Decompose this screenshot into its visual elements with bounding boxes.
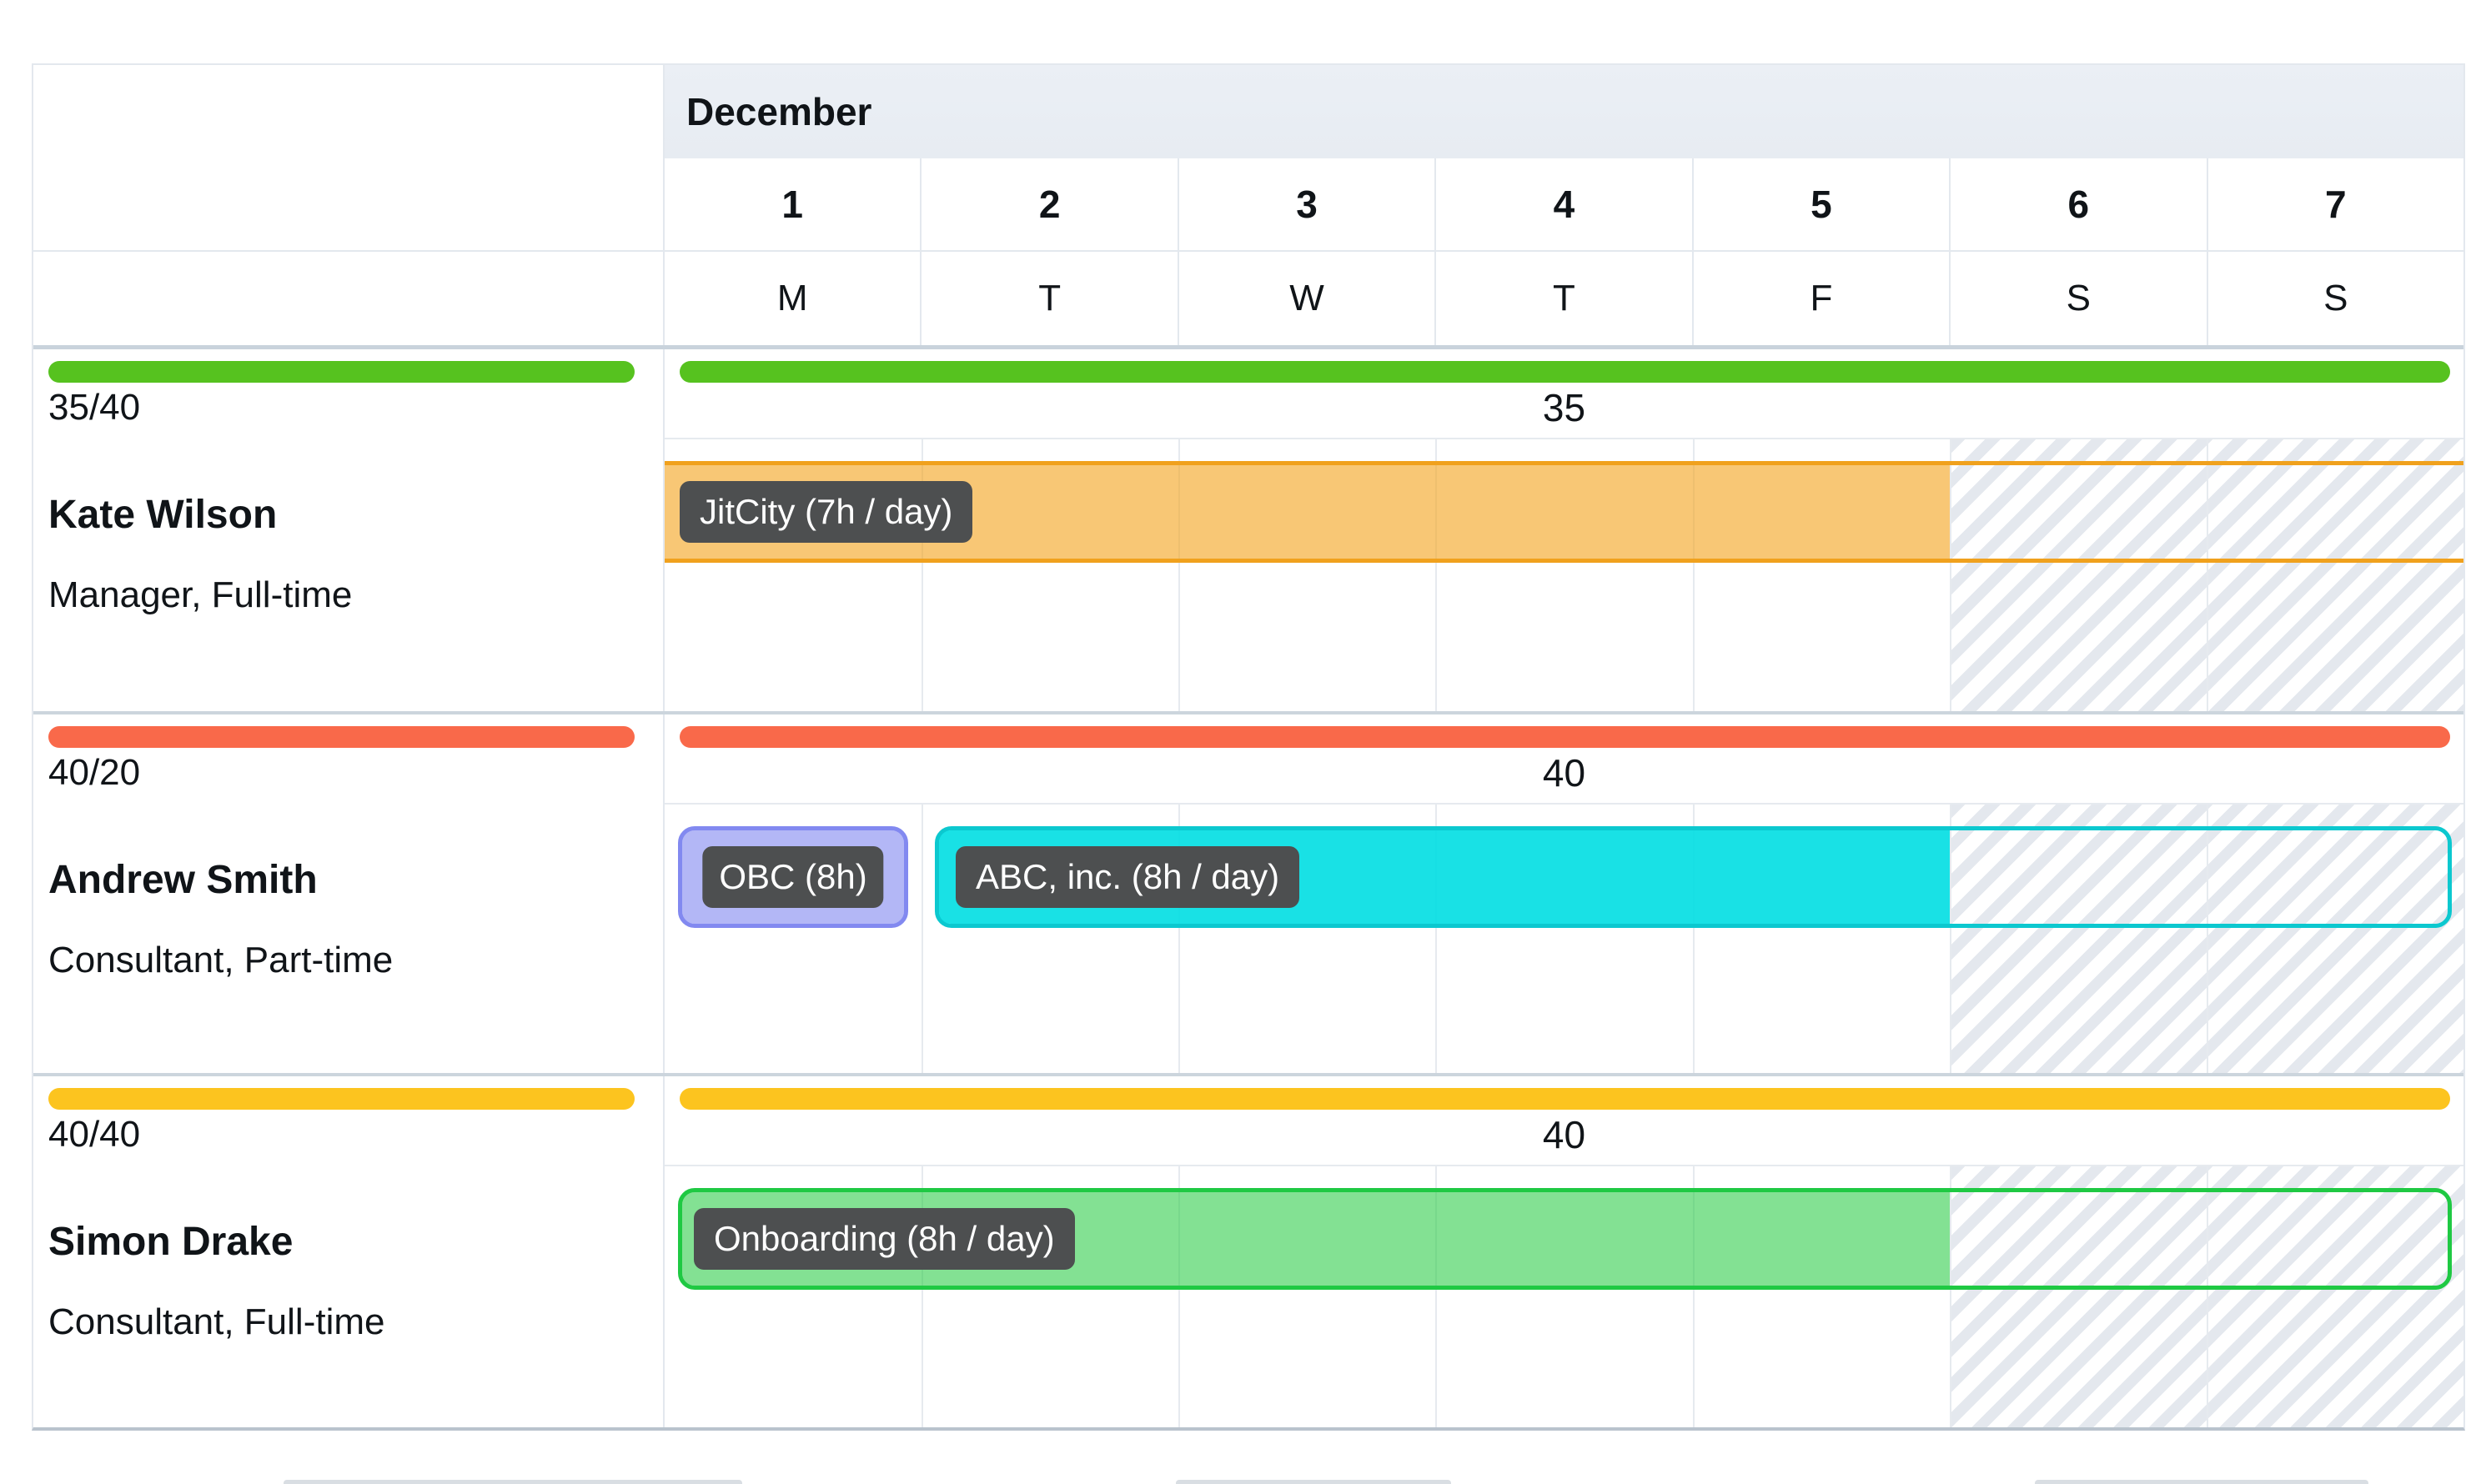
utilization-bar — [48, 1088, 635, 1110]
timeline-cell: 35 JitCity (7h / day) — [665, 349, 2463, 711]
capacity-text: 40/40 — [48, 1114, 141, 1155]
person-role: Consultant, Part-time — [48, 940, 394, 980]
day-letter-cell: M — [776, 278, 808, 318]
day-gridline — [1435, 439, 1437, 711]
utilization-bar-timeline — [680, 1088, 2450, 1110]
day-gridline — [2207, 1166, 2208, 1427]
day-number-cell: 4 — [1434, 158, 1691, 250]
task-bar-abc-inc[interactable]: ABC, inc. (8h / day) — [935, 826, 2452, 928]
month-label: December — [686, 90, 872, 133]
day-gridline — [922, 439, 923, 711]
month-header-row: December — [33, 65, 2463, 158]
timeline-cell: 40 OBC (8h) ABC, inc. (8h / day) — [665, 714, 2463, 1073]
day-gridline — [922, 805, 923, 1073]
task-label: OBC (8h) — [702, 846, 884, 908]
task-bar-onboarding[interactable]: Onboarding (8h / day) — [678, 1188, 2452, 1290]
task-label: ABC, inc. (8h / day) — [956, 846, 1300, 908]
corner-cell — [33, 158, 665, 250]
cropped-task-label-top — [1176, 1480, 1451, 1484]
day-letter-cell: T — [920, 252, 1177, 345]
day-gridline — [2207, 439, 2208, 711]
day-number-cell: 2 — [920, 158, 1177, 250]
day-number-cell: 7 — [2206, 158, 2463, 250]
day-gridline — [1950, 1166, 1951, 1427]
day-gridline — [1435, 805, 1437, 1073]
person-row-simon-drake: 40/40 Simon Drake Consultant, Full-time … — [33, 1073, 2463, 1427]
day-gridline — [1950, 439, 1951, 711]
person-role: Manager, Full-time — [48, 574, 353, 615]
person-info-cell: 35/40 Kate Wilson Manager, Full-time — [33, 349, 665, 711]
day-gridline — [2207, 805, 2208, 1073]
day-grid: OBC (8h) ABC, inc. (8h / day) — [665, 803, 2463, 1073]
task-bar-jitcity[interactable]: JitCity (7h / day) — [665, 461, 2463, 563]
day-gridline — [1178, 439, 1180, 711]
day-letter-cell: S — [1949, 252, 2206, 345]
day-letter-cell: S — [2206, 252, 2463, 345]
scheduled-hours: 40 — [1542, 1113, 1586, 1156]
day-gridline — [922, 1166, 923, 1427]
day-gridline — [1950, 805, 1951, 1073]
utilization-bar-timeline — [680, 361, 2450, 383]
capacity-text: 40/20 — [48, 752, 141, 793]
person-name: Andrew Smith — [48, 858, 318, 902]
day-letter-cell: T — [1434, 252, 1691, 345]
day-gridline — [1693, 439, 1695, 711]
header-divider — [33, 345, 2463, 349]
person-info-cell: 40/20 Andrew Smith Consultant, Part-time — [33, 714, 665, 1073]
day-letter-cell: F — [1691, 252, 1949, 345]
corner-cell — [33, 252, 665, 345]
day-number-cell: 3 — [1177, 158, 1434, 250]
day-grid: JitCity (7h / day) — [665, 438, 2463, 711]
utilization-bar — [48, 726, 635, 748]
day-gridline — [1435, 1166, 1437, 1427]
day-number-cell: 6 — [1949, 158, 2206, 250]
day-gridline — [1693, 805, 1695, 1073]
scheduled-hours: 35 — [1542, 386, 1586, 429]
cropped-task-label-top — [2035, 1480, 2368, 1484]
task-bar-obc[interactable]: OBC (8h) — [678, 826, 908, 928]
utilization-bar — [48, 361, 635, 383]
task-label: Onboarding (8h / day) — [694, 1208, 1075, 1270]
person-name: Simon Drake — [48, 1220, 294, 1264]
day-gridline — [1178, 805, 1180, 1073]
day-gridline — [1693, 1166, 1695, 1427]
person-info-cell: 40/40 Simon Drake Consultant, Full-time — [33, 1076, 665, 1427]
person-name: Kate Wilson — [48, 493, 278, 537]
cropped-task-label-top — [284, 1480, 742, 1484]
day-grid: Onboarding (8h / day) — [665, 1165, 2463, 1427]
task-label: JitCity (7h / day) — [680, 481, 973, 543]
capacity-text: 35/40 — [48, 387, 141, 428]
scheduled-hours: 40 — [1542, 751, 1586, 795]
day-gridline — [1178, 1166, 1180, 1427]
timeline-cell: 40 Onboarding (8h / day) — [665, 1076, 2463, 1427]
day-number-cell: 5 — [1691, 158, 1949, 250]
month-header: December — [665, 65, 2463, 158]
person-role: Consultant, Full-time — [48, 1301, 385, 1342]
utilization-bar-timeline — [680, 726, 2450, 748]
day-letter-cell: W — [1177, 252, 1434, 345]
day-number-cell: 1 — [781, 183, 803, 226]
person-row-andrew-smith: 40/20 Andrew Smith Consultant, Part-time… — [33, 711, 2463, 1073]
corner-cell — [33, 65, 665, 158]
person-row-kate-wilson: 35/40 Kate Wilson Manager, Full-time 35 … — [33, 349, 2463, 711]
